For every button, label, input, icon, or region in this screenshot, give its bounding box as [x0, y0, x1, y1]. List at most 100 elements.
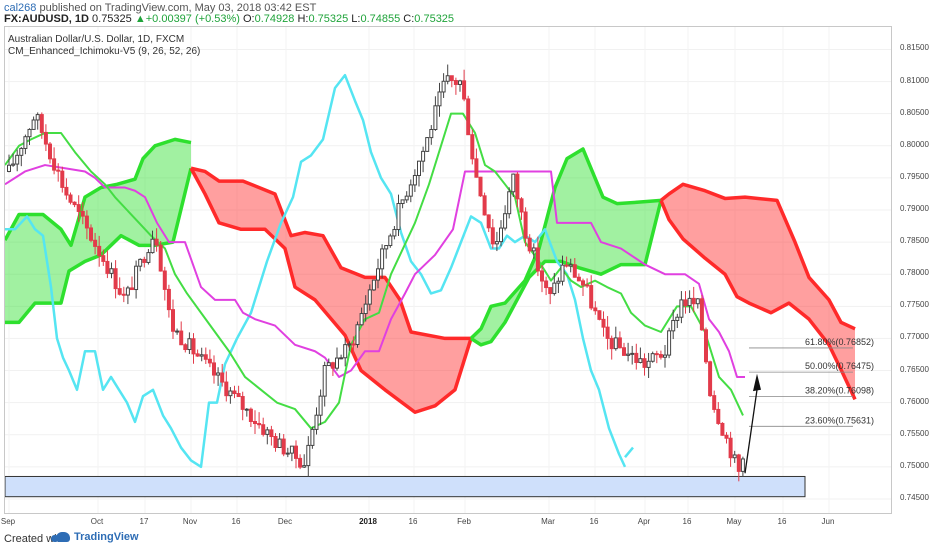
bullish-candle [318, 395, 323, 416]
bullish-candle [19, 147, 24, 156]
bearish-candle [724, 434, 729, 439]
bullish-candle [355, 324, 360, 345]
time-tick-label: Oct [90, 517, 104, 526]
bullish-candle [134, 265, 139, 291]
bearish-candle [453, 80, 458, 85]
bearish-candle [97, 245, 102, 257]
close-value: 0.75325 [414, 13, 455, 25]
bearish-candle [183, 344, 188, 351]
bearish-candle [191, 338, 196, 355]
time-tick-label: 2018 [359, 517, 377, 526]
change-up-icon: ▲ [134, 13, 146, 25]
price-tick-label: 0.78500 [900, 236, 929, 246]
bullish-candle [150, 238, 155, 254]
price-tick-label: 0.80000 [900, 139, 929, 149]
bearish-candle [56, 169, 61, 172]
bearish-candle [80, 210, 85, 217]
price-tick-label: 0.74500 [900, 492, 929, 502]
low-value: 0.74855 [360, 13, 401, 25]
bearish-candle [171, 309, 175, 332]
bullish-candle [671, 319, 676, 332]
bullish-candle [347, 343, 352, 346]
indicator-title[interactable]: CM_Enhanced_Ichimoku-V5 (9, 26, 52, 26) [8, 46, 201, 57]
bearish-candle [683, 299, 688, 307]
bearish-candle [736, 454, 741, 472]
bearish-candle [466, 98, 471, 136]
time-tick-label: Mar [541, 517, 555, 526]
time-axis[interactable]: Sep Oct 17 Nov 16 Dec 2018 16 Feb Mar 16 Apr 16 May 16… [1, 514, 892, 530]
close-label: C: [403, 13, 415, 25]
bullish-candle [310, 428, 315, 446]
bearish-candle [142, 258, 147, 263]
bullish-candle [404, 195, 409, 201]
bearish-candle [597, 310, 602, 320]
bear-cloud-1-edge-b [189, 167, 473, 415]
bearish-candle [52, 158, 57, 171]
bullish-candle [371, 279, 376, 291]
bearish-candle [548, 287, 553, 295]
bearish-candle [589, 285, 594, 309]
price-chart[interactable]: 61.80%(0.76852) 50.00%(0.76475) 38.20%(0.7… [5, 27, 892, 514]
projection-arrow-head [753, 373, 761, 392]
tenkan-sen-line [5, 112, 744, 430]
bullish-candle [531, 247, 536, 252]
bearish-candle [544, 280, 549, 289]
price-tick-label: 0.79000 [900, 204, 929, 213]
bearish-candle [728, 437, 733, 459]
author-link[interactable]: cal268 [4, 2, 37, 14]
bullish-candle [552, 282, 557, 295]
tradingview-brand[interactable]: TradingView [51, 531, 139, 543]
bearish-candle [535, 247, 540, 272]
bullish-candle [630, 352, 635, 355]
bearish-candle [72, 201, 77, 206]
bullish-candle [228, 390, 233, 397]
bearish-candle [212, 362, 216, 376]
bearish-candle [93, 239, 98, 247]
symbol-name[interactable]: FX:AUDUSD, 1D [4, 13, 89, 25]
bearish-candle [294, 445, 298, 459]
bearish-candle [486, 214, 491, 229]
price-tick-label: 0.77000 [900, 332, 929, 342]
price-change: +0.00397 (+0.53%) [145, 13, 240, 25]
fib-level-label: 61.80%(0.76852) [805, 337, 874, 347]
bearish-candle [240, 396, 245, 410]
bullish-candle [146, 252, 151, 263]
bearish-candle [269, 429, 274, 438]
time-tick-label: Apr [637, 517, 651, 526]
bearish-candle [281, 438, 286, 455]
bearish-candle [622, 347, 626, 356]
bear-cloud-2-edge-b [659, 199, 857, 401]
bullish-candle [511, 173, 516, 193]
bullish-candle [277, 438, 282, 448]
bullish-candle [302, 465, 307, 468]
bearish-candle [236, 393, 241, 398]
bearish-candle [89, 227, 93, 241]
bearish-candle [581, 280, 585, 286]
bearish-candle [166, 288, 171, 311]
bearish-candle [699, 298, 704, 331]
bearish-candle [609, 337, 614, 350]
bullish-candle [7, 164, 11, 172]
bullish-candle [503, 213, 508, 229]
chart-pane[interactable]: 61.80%(0.76852) 50.00%(0.76475) 38.20%(0.7… [4, 26, 892, 514]
bearish-candle [261, 424, 266, 435]
bearish-candle [43, 131, 48, 145]
bearish-candle [691, 297, 696, 305]
time-tick-label: 16 [231, 517, 241, 526]
price-tick-label: 0.81000 [900, 75, 929, 85]
bullish-candle [27, 128, 32, 138]
bear-cloud-2-edge-a [659, 182, 856, 331]
bearish-candle [207, 358, 212, 364]
price-tick-label: 0.76000 [900, 396, 929, 406]
support-zone [5, 475, 806, 498]
chart-header: cal268 published on TradingView.com, May… [0, 0, 932, 26]
candles-group [7, 64, 745, 482]
bullish-candle [568, 264, 573, 267]
fib-level-label: 38.20%(0.76098) [805, 385, 874, 395]
price-axis[interactable]: 0.81500 0.81000 0.80500 0.80000 0.79500 0.790… [892, 26, 932, 514]
bullish-candle [343, 344, 348, 359]
low-label: L: [351, 13, 361, 25]
bull-cloud-2-edge-a [469, 147, 662, 340]
bearish-candle [540, 270, 544, 282]
bearish-candle [564, 264, 569, 267]
